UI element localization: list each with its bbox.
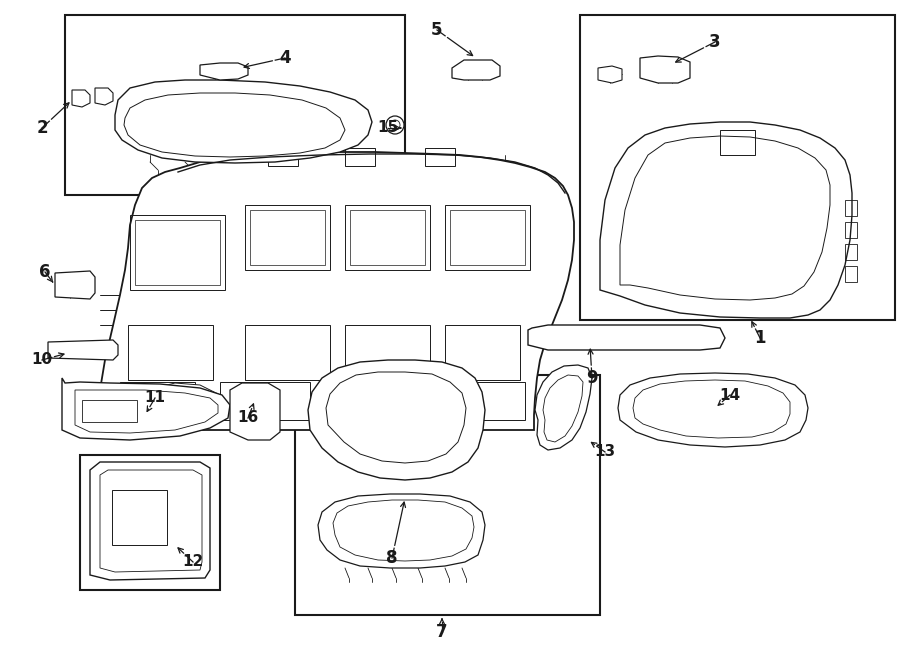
Polygon shape — [326, 372, 466, 463]
Text: 16: 16 — [238, 410, 258, 426]
Polygon shape — [115, 80, 372, 163]
Bar — [345, 148, 375, 166]
Polygon shape — [535, 365, 592, 450]
Bar — [135, 220, 220, 285]
Bar — [345, 205, 430, 270]
Bar — [450, 210, 525, 265]
Circle shape — [386, 116, 404, 134]
Bar — [65, 15, 405, 195]
Polygon shape — [100, 152, 574, 430]
Text: 12: 12 — [183, 555, 203, 570]
Bar — [295, 375, 600, 615]
Polygon shape — [90, 462, 210, 580]
Polygon shape — [95, 88, 113, 105]
Bar — [250, 210, 325, 265]
Text: 6: 6 — [40, 263, 50, 281]
Polygon shape — [100, 470, 202, 572]
Bar — [245, 325, 330, 380]
Bar — [440, 382, 525, 420]
Bar — [220, 382, 310, 420]
Polygon shape — [633, 380, 790, 438]
Bar — [350, 210, 425, 265]
Text: 1: 1 — [754, 329, 766, 347]
Polygon shape — [145, 383, 220, 430]
Bar — [80, 455, 220, 590]
Bar — [330, 382, 420, 420]
Text: 14: 14 — [719, 387, 741, 403]
Polygon shape — [333, 500, 474, 561]
Text: 13: 13 — [594, 444, 616, 459]
Bar — [720, 130, 755, 155]
Bar — [345, 325, 430, 380]
Polygon shape — [600, 122, 852, 318]
Polygon shape — [318, 494, 485, 568]
Bar — [845, 200, 857, 216]
Bar — [845, 266, 857, 282]
Text: 11: 11 — [145, 391, 166, 405]
Bar — [580, 15, 895, 320]
Bar — [425, 148, 455, 166]
Text: 8: 8 — [386, 549, 398, 567]
Polygon shape — [308, 360, 485, 480]
Bar — [445, 325, 520, 380]
Text: 9: 9 — [586, 369, 598, 387]
Bar — [845, 222, 857, 238]
Polygon shape — [55, 271, 95, 299]
Text: 15: 15 — [377, 120, 399, 136]
Polygon shape — [200, 63, 248, 80]
Polygon shape — [452, 60, 500, 80]
Bar — [845, 244, 857, 260]
Bar — [120, 382, 195, 420]
Polygon shape — [528, 325, 725, 350]
Polygon shape — [124, 93, 345, 157]
Polygon shape — [640, 56, 690, 83]
Bar — [128, 325, 213, 380]
Text: 2: 2 — [36, 119, 48, 137]
Text: 5: 5 — [431, 21, 443, 39]
Polygon shape — [72, 90, 90, 107]
Polygon shape — [62, 378, 230, 440]
Polygon shape — [598, 66, 622, 83]
Text: 7: 7 — [436, 623, 448, 641]
Polygon shape — [48, 340, 118, 360]
Text: 3: 3 — [709, 33, 721, 51]
Bar — [268, 148, 298, 166]
Polygon shape — [618, 373, 808, 447]
Bar — [112, 490, 167, 545]
Bar — [245, 205, 330, 270]
Bar — [445, 205, 530, 270]
Text: 10: 10 — [32, 352, 52, 368]
Polygon shape — [75, 390, 218, 433]
Polygon shape — [543, 375, 583, 442]
Polygon shape — [230, 383, 280, 440]
Bar — [130, 215, 225, 290]
Text: 4: 4 — [279, 49, 291, 67]
Polygon shape — [620, 136, 830, 300]
Bar — [82, 400, 137, 422]
